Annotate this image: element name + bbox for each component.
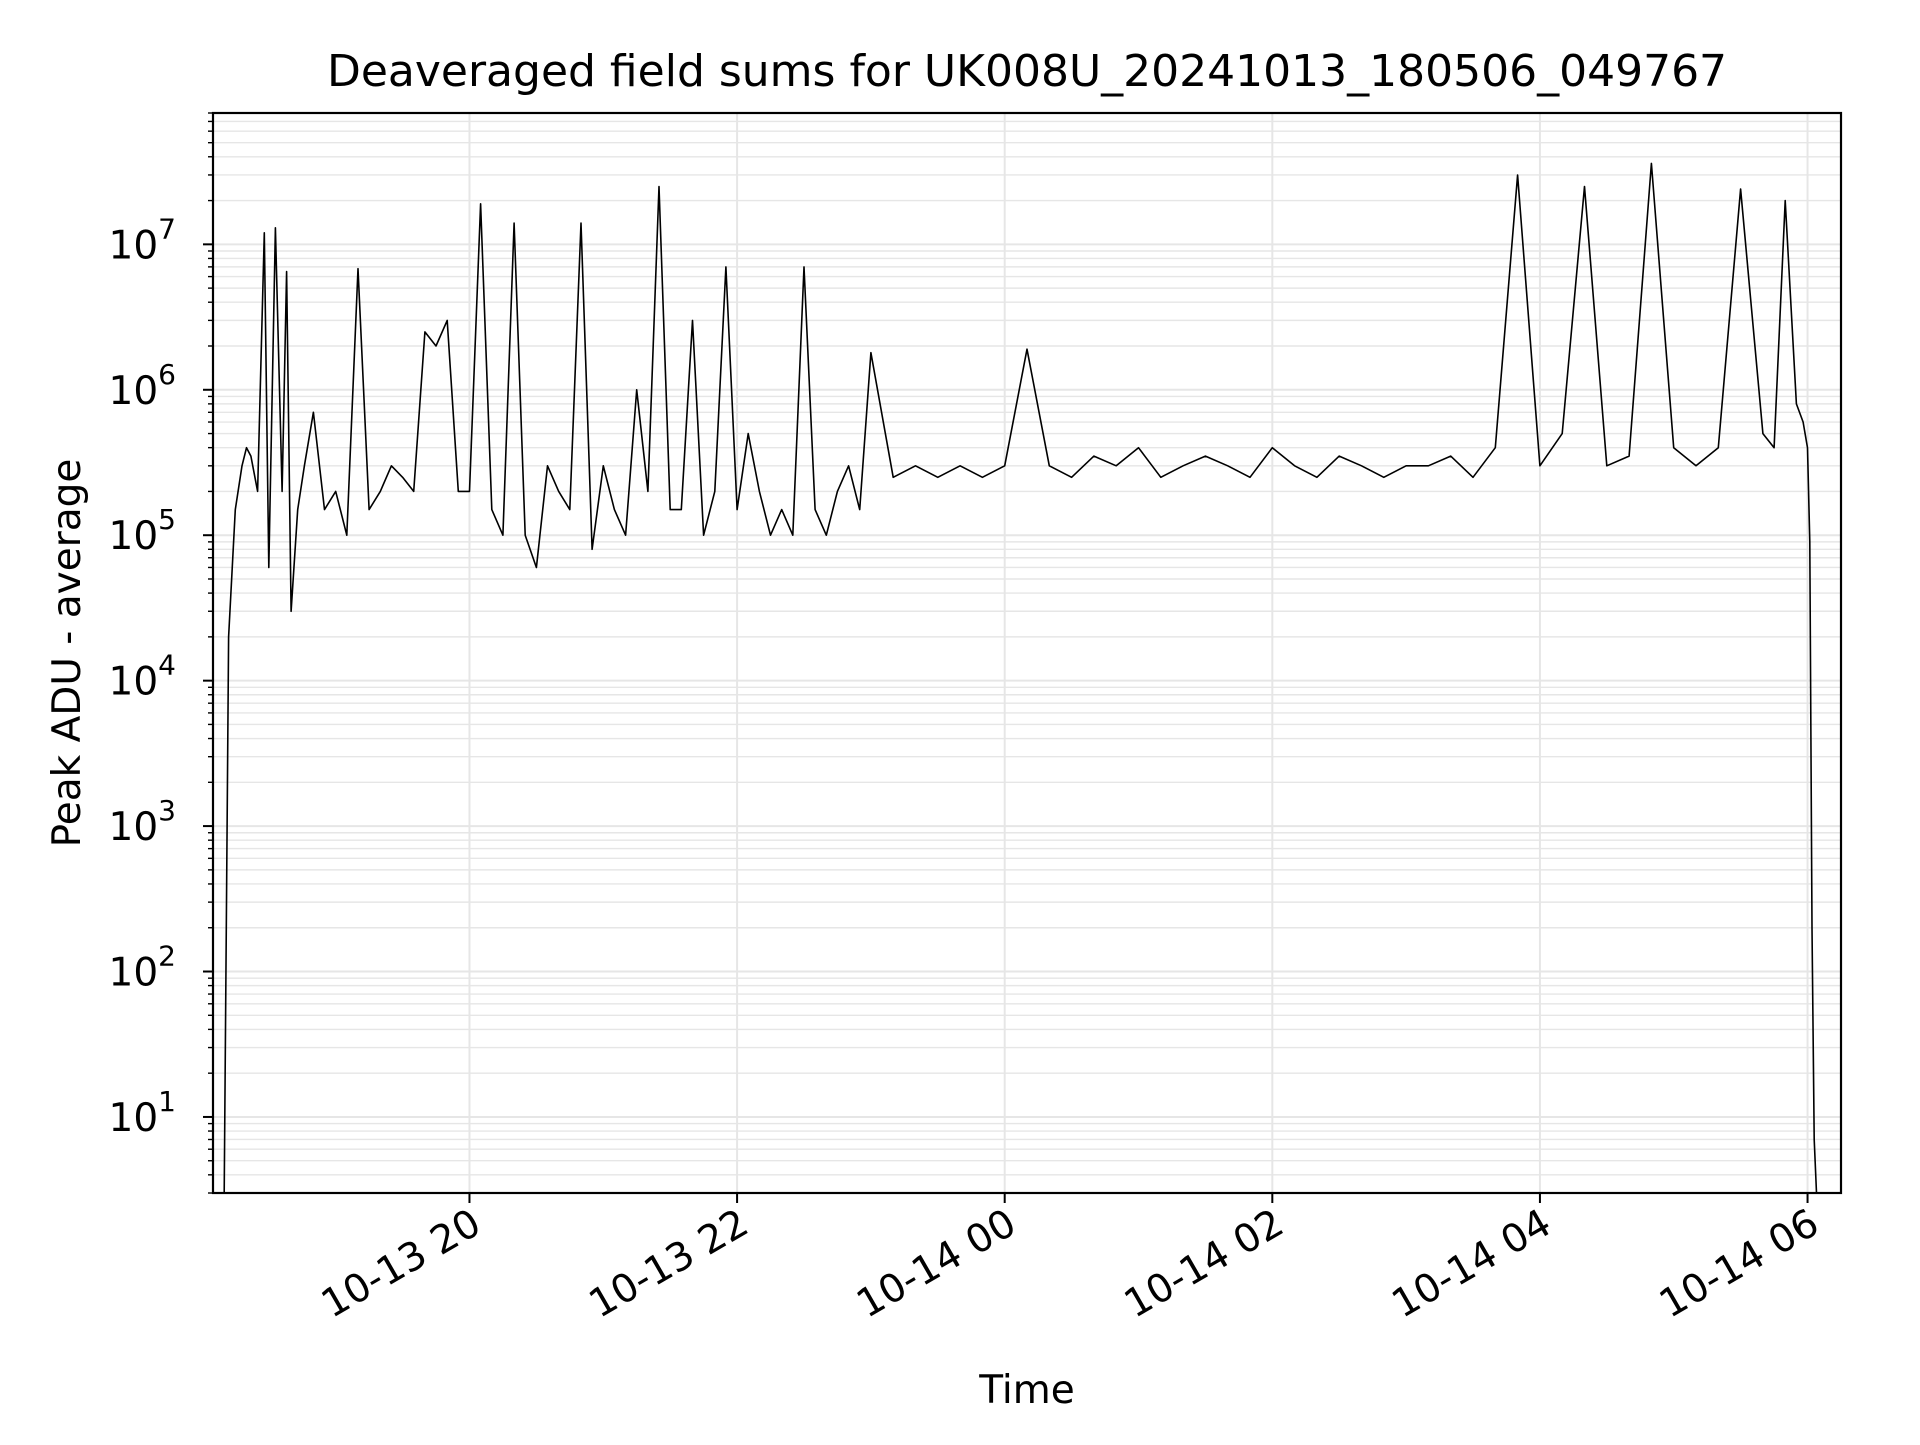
y-tick-exponent: 7	[158, 212, 176, 245]
y-tick-label: 105	[109, 503, 176, 559]
series-layer	[223, 162, 1818, 1194]
y-axis-label: Peak ADU - average	[45, 459, 90, 848]
y-tick-label: 103	[109, 794, 176, 850]
y-tick-base: 10	[109, 1096, 159, 1141]
y-tick-exponent: 2	[158, 940, 176, 973]
y-tick-base: 10	[109, 223, 159, 268]
grid-lines	[213, 112, 1841, 1194]
chart-title: Deaveraged field sums for UK008U_2024101…	[327, 46, 1727, 97]
x-tick-label: 10-14 06	[1652, 1201, 1826, 1328]
x-axis-label: Time	[978, 1368, 1074, 1413]
x-tick-label: 10-13 20	[314, 1201, 488, 1328]
y-tick-exponent: 5	[158, 503, 176, 536]
y-tick-base: 10	[109, 514, 159, 559]
y-tick-exponent: 1	[158, 1085, 176, 1118]
x-tick-label: 10-14 02	[1117, 1201, 1291, 1328]
y-tick-base: 10	[109, 805, 159, 850]
y-tick-base: 10	[109, 660, 159, 705]
y-tick-label: 106	[109, 358, 176, 414]
y-tick-label: 107	[109, 212, 176, 268]
x-tick-label: 10-13 22	[582, 1201, 756, 1328]
y-tick-base: 10	[109, 951, 159, 996]
plot-frame	[211, 111, 1843, 1195]
data-series-line	[223, 162, 1818, 1194]
x-tick-label: 10-14 00	[849, 1201, 1023, 1328]
y-tick-exponent: 6	[158, 358, 176, 391]
y-tick-exponent: 3	[158, 794, 176, 827]
y-tick-label: 102	[109, 940, 176, 996]
x-tick-label: 10-14 04	[1385, 1201, 1559, 1328]
y-tick-base: 10	[109, 369, 159, 414]
y-tick-exponent: 4	[158, 649, 176, 682]
y-tick-label: 101	[109, 1085, 176, 1141]
y-tick-label: 104	[109, 649, 176, 705]
